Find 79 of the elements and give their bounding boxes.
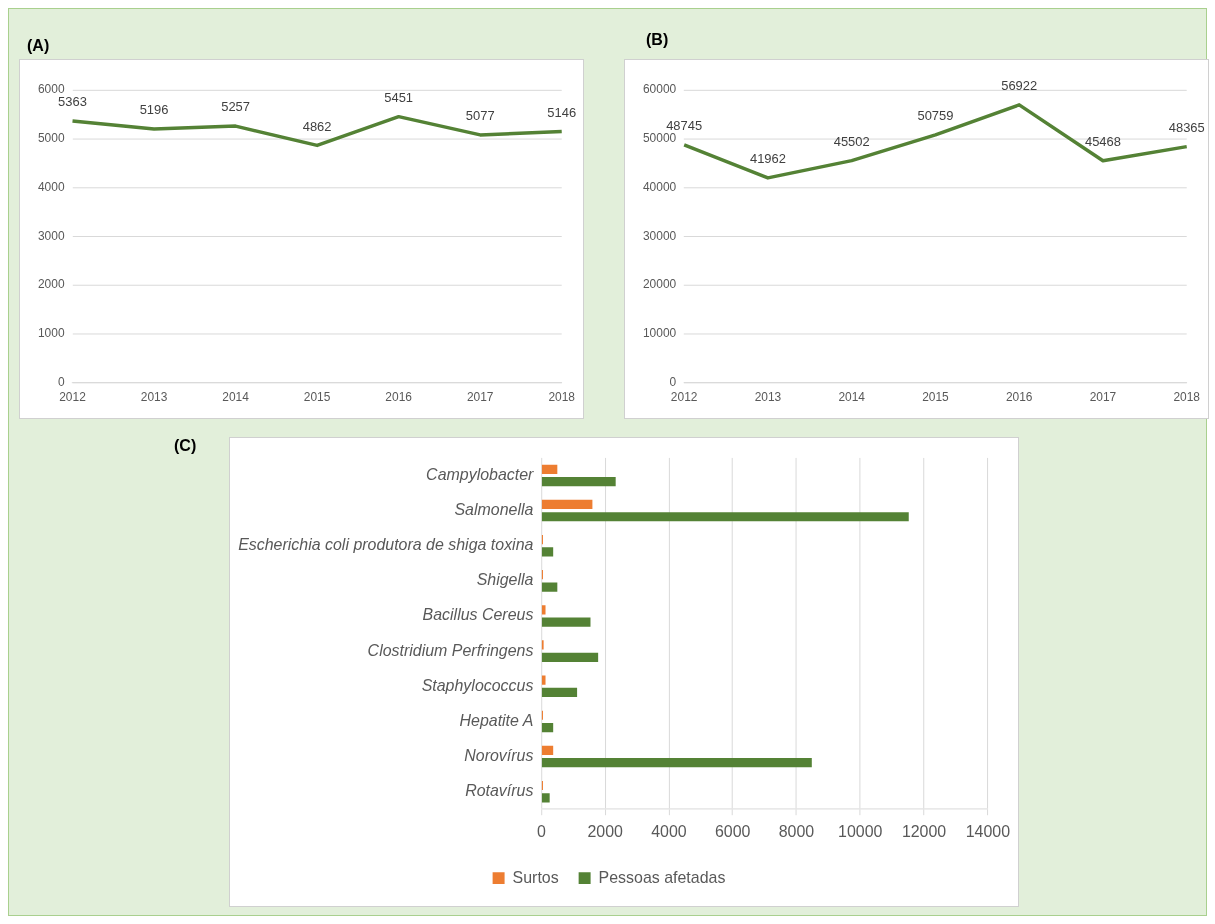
text: (C)	[174, 437, 197, 455]
x-tick-label: 2000	[587, 823, 624, 841]
data-label: 48745	[666, 117, 703, 133]
bar	[541, 547, 554, 557]
data-label: 5077	[465, 108, 495, 124]
x-tick-label: 2012	[670, 390, 698, 405]
bar	[541, 687, 578, 698]
bar	[541, 499, 593, 510]
bar	[541, 745, 554, 755]
data-label: 5363	[58, 94, 87, 110]
x-tick-label: 2015	[922, 390, 950, 405]
data-label: 5196	[139, 102, 169, 118]
x-tick-label: 8000	[778, 823, 815, 841]
bar	[541, 722, 554, 733]
y-tick-label: Clostridium Perfringens	[367, 641, 534, 659]
y-tick-label: Staphylococcus	[421, 676, 534, 694]
y-tick-label: 3000	[37, 228, 65, 243]
y-tick-label: 1000	[37, 326, 65, 341]
y-tick-label: 6000	[37, 82, 65, 97]
data-label: 5257	[221, 99, 250, 115]
x-tick-label: 2018	[1173, 390, 1201, 405]
bar	[541, 582, 558, 592]
chart-title: (B)	[646, 31, 669, 49]
x-tick-label: 2013	[754, 390, 782, 405]
x-tick-label: 2017	[1089, 390, 1117, 405]
y-tick-label: 2000	[37, 277, 65, 292]
y-tick-label: Escherichia coli produtora de shiga toxina	[238, 536, 534, 554]
y-tick-label: 4000	[37, 179, 65, 194]
data-label: 45502	[833, 133, 870, 149]
legend-label: Surtos	[512, 868, 559, 886]
bar	[541, 617, 591, 627]
x-tick-label: 10000	[838, 823, 883, 841]
y-tick-label: Rotavírus	[465, 782, 534, 800]
y-tick-label: 0	[669, 375, 677, 390]
bar	[541, 605, 546, 615]
bar	[541, 512, 909, 522]
x-tick-label: 2014	[222, 390, 250, 405]
y-tick-label: 0	[57, 375, 65, 390]
data-label: 48365	[1168, 119, 1205, 135]
y-tick-label: Hepatite A	[459, 711, 534, 729]
bar	[541, 675, 546, 685]
x-tick-label: 2017	[466, 390, 494, 405]
data-label: 50759	[917, 108, 954, 124]
y-tick-label: Bacillus Cereus	[422, 606, 534, 624]
data-label: 41962	[749, 151, 786, 167]
data-label: 56922	[1001, 78, 1038, 94]
bar	[541, 464, 558, 474]
y-tick-label: 20000	[642, 277, 677, 292]
x-tick-label: 2013	[140, 390, 168, 405]
x-tick-label: 2015	[303, 390, 331, 405]
bar	[541, 793, 550, 803]
y-tick-label: 60000	[642, 82, 677, 97]
x-tick-label: 0	[536, 823, 546, 841]
x-tick-label: 12000	[901, 823, 947, 841]
y-tick-label: 30000	[642, 228, 677, 243]
bar	[541, 758, 812, 768]
data-label: 5146	[547, 104, 577, 120]
x-tick-label: 2014	[838, 390, 866, 405]
x-tick-label: 2016	[385, 390, 413, 405]
y-tick-label: 50000	[642, 130, 677, 145]
bar	[541, 652, 599, 662]
data-label: 45468	[1084, 133, 1121, 149]
data-label: 5451	[384, 89, 414, 105]
y-tick-label: Campylobacter	[426, 465, 535, 483]
y-tick-label: Shigella	[476, 571, 534, 589]
x-tick-label: 2018	[548, 390, 576, 405]
y-tick-label: 10000	[642, 326, 677, 341]
x-tick-label: 14000	[965, 823, 1011, 841]
y-tick-label: Norovírus	[464, 746, 534, 764]
y-tick-label: 5000	[37, 130, 65, 145]
bar	[541, 477, 616, 487]
chart-title: (A)	[27, 37, 50, 55]
x-tick-label: 2012	[59, 390, 87, 405]
y-tick-label: Salmonella	[454, 501, 534, 519]
x-tick-label: 2016	[1005, 390, 1033, 405]
data-label: 4862	[302, 118, 332, 134]
x-tick-label: 6000	[714, 823, 751, 841]
legend-label: Pessoas afetadas	[598, 868, 726, 886]
y-tick-label: 40000	[642, 179, 677, 194]
